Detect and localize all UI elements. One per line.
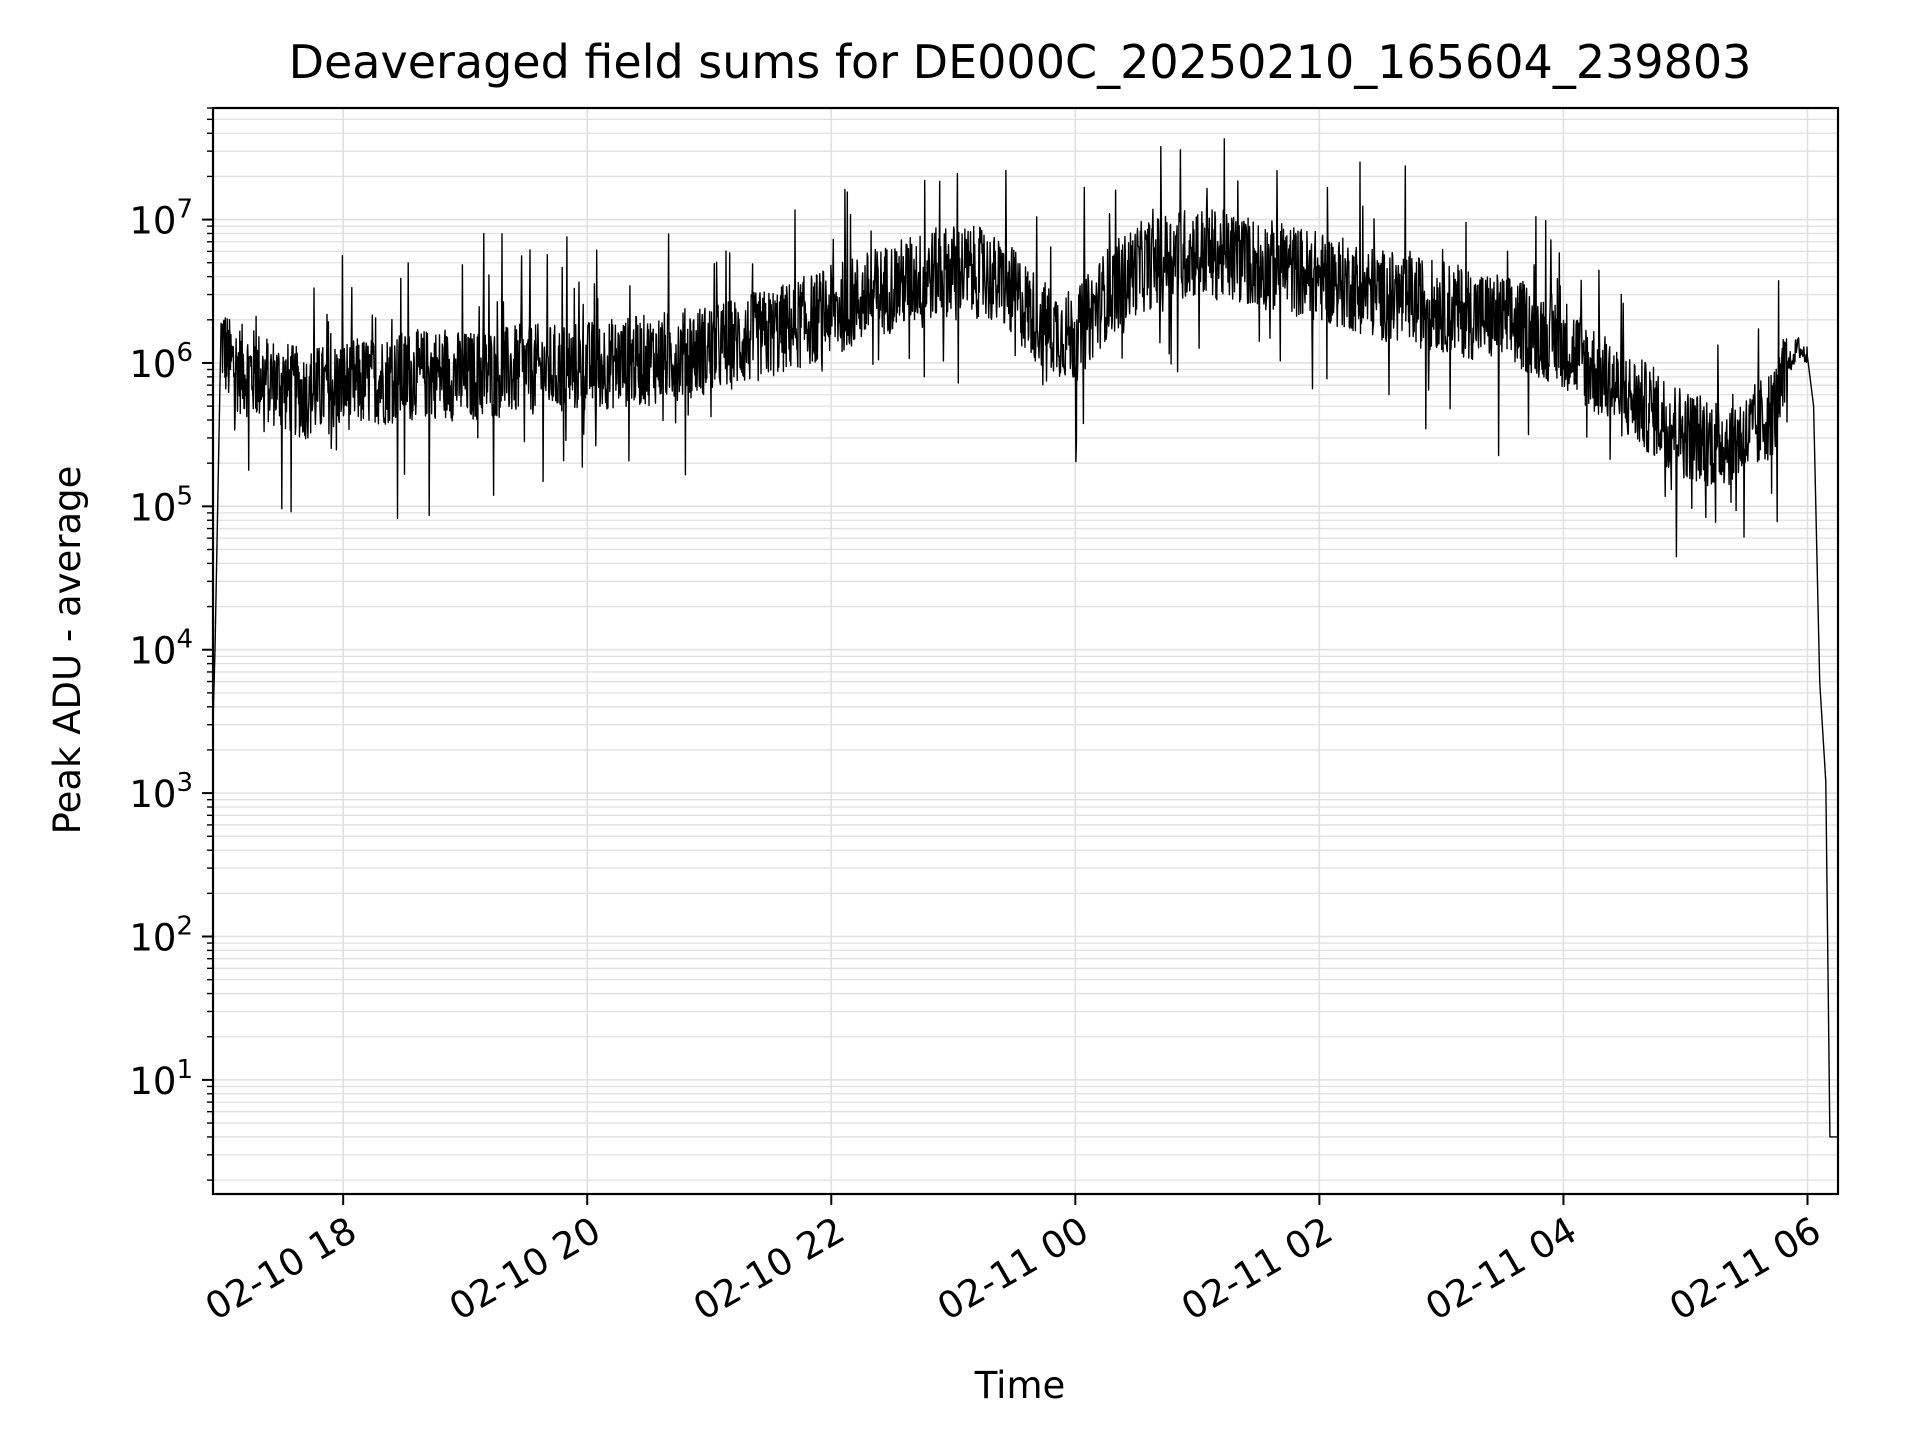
y-axis-label: Peak ADU - average xyxy=(46,466,89,835)
y-tick-label: 106 xyxy=(129,338,193,386)
chart-title: Deaveraged field sums for DE000C_2025021… xyxy=(289,35,1752,89)
y-tick-label: 107 xyxy=(129,195,193,243)
y-tick-label: 104 xyxy=(129,625,193,673)
y-tick-label: 101 xyxy=(129,1055,193,1103)
x-axis-label: Time xyxy=(974,1364,1066,1407)
series-line xyxy=(212,138,1838,1138)
plot-frame xyxy=(211,106,1840,1196)
y-tick-label: 103 xyxy=(129,768,193,816)
y-tick-label: 105 xyxy=(129,481,193,529)
y-tick-label: 102 xyxy=(129,911,193,959)
